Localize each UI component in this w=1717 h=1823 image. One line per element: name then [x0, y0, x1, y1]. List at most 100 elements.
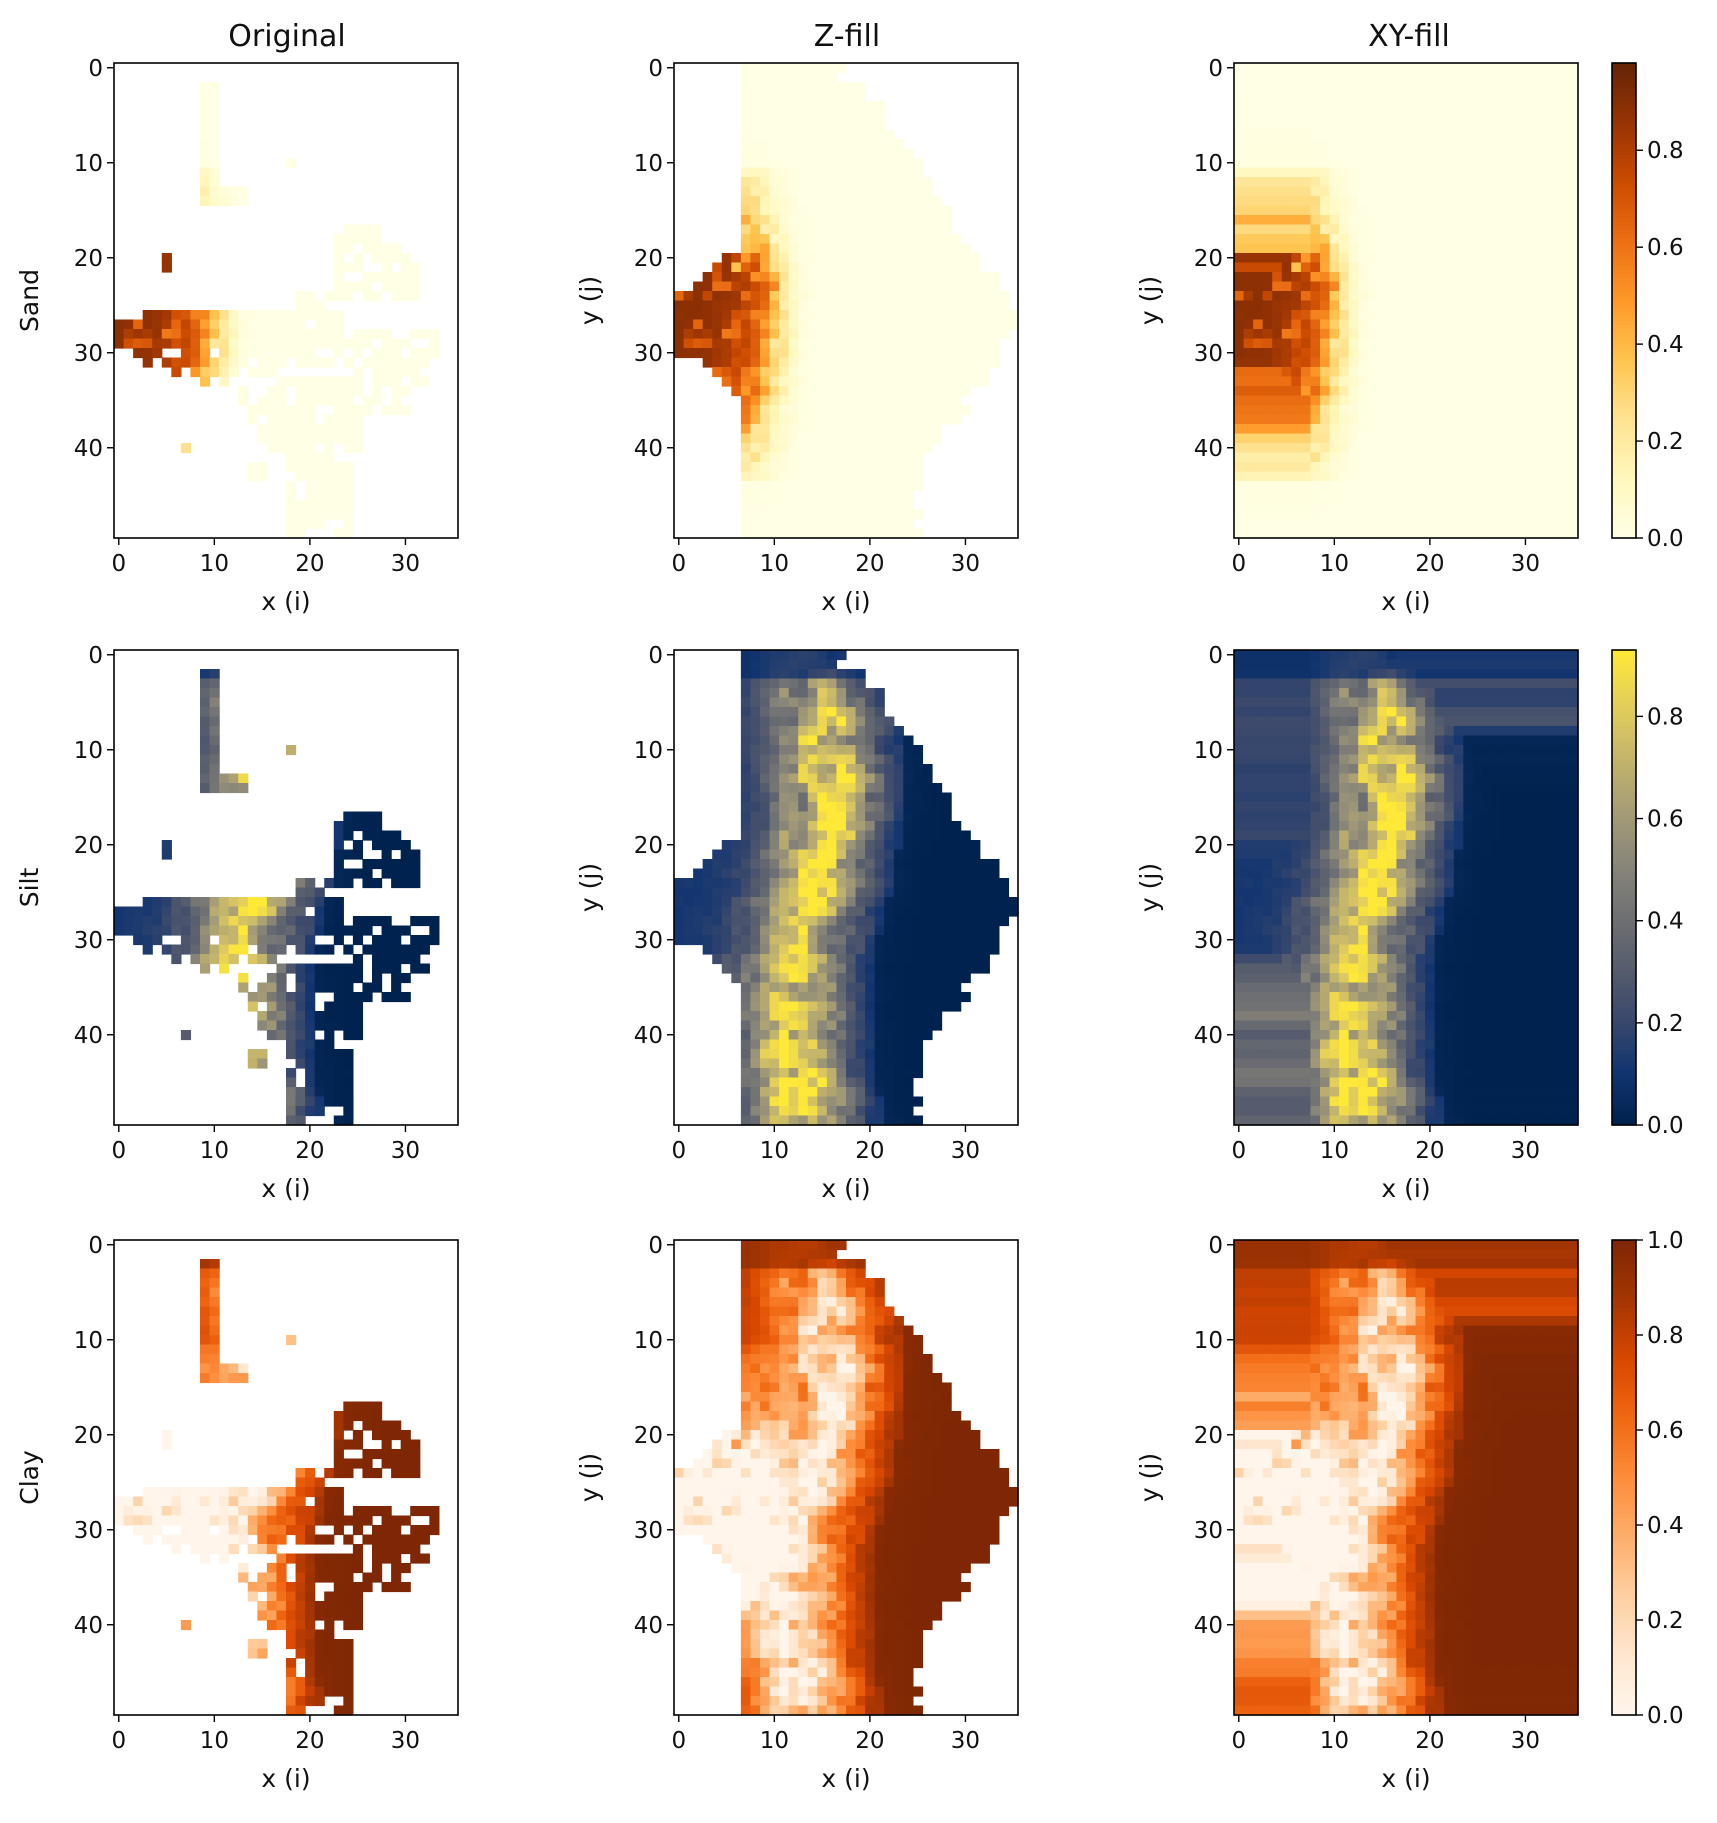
heatmap-cell — [1386, 319, 1398, 330]
heatmap-cell — [798, 101, 809, 112]
heatmap-cell — [1348, 139, 1359, 150]
heatmap-cell — [1281, 224, 1292, 235]
heatmap-cell — [1272, 519, 1283, 530]
heatmap-cell — [836, 357, 847, 368]
colorbar-segment — [1612, 348, 1636, 353]
heatmap-cell — [693, 300, 704, 311]
heatmap-cell — [884, 509, 895, 520]
heatmap-cell — [855, 1049, 866, 1060]
heatmap-cell — [769, 669, 780, 680]
heatmap-cell — [1348, 329, 1359, 340]
heatmap-cell — [903, 386, 914, 397]
heatmap-cell — [1396, 405, 1407, 416]
heatmap-cell — [305, 1020, 316, 1031]
heatmap-cell — [1492, 405, 1503, 416]
heatmap-cell — [760, 678, 771, 689]
heatmap-cell — [807, 414, 818, 425]
heatmap-cell — [970, 878, 981, 889]
heatmap-cell — [798, 348, 809, 359]
heatmap-cell — [1530, 177, 1541, 188]
heatmap-cell — [1549, 186, 1560, 197]
heatmap-cell — [200, 783, 211, 794]
heatmap-cell — [333, 424, 344, 435]
heatmap-cell — [1511, 319, 1522, 330]
heatmap-cell — [391, 963, 402, 974]
heatmap-cell — [740, 262, 752, 273]
heatmap-cell — [893, 1030, 904, 1041]
heatmap-cell — [683, 906, 694, 917]
heatmap-cell — [142, 338, 153, 349]
heatmap-cell — [960, 887, 971, 898]
heatmap-cell — [807, 697, 818, 708]
heatmap-cell — [286, 414, 297, 425]
heatmap-cell — [1568, 338, 1579, 349]
heatmap-cell — [903, 452, 914, 463]
colorbar-segment — [1612, 435, 1636, 440]
heatmap-cell — [1434, 376, 1445, 387]
heatmap-cell — [760, 650, 771, 661]
heatmap-cell — [922, 944, 933, 955]
heatmap-cell — [836, 726, 847, 737]
colorbar-segment — [1612, 470, 1636, 476]
heatmap-cell — [951, 935, 962, 946]
heatmap-cell — [779, 167, 790, 178]
heatmap-cell — [1358, 215, 1369, 226]
heatmap-cell — [343, 1068, 354, 1079]
heatmap-cell — [1329, 101, 1340, 112]
heatmap-cell — [1253, 348, 1264, 359]
heatmap-cell — [1377, 196, 1388, 207]
heatmap-cell — [190, 338, 201, 349]
heatmap-cell — [381, 272, 392, 283]
heatmap-cell — [769, 897, 780, 908]
heatmap-cell — [779, 726, 790, 737]
heatmap-cell — [846, 386, 857, 397]
heatmap-cell — [1253, 243, 1264, 254]
heatmap-cell — [1291, 300, 1302, 311]
heatmap-cell — [874, 186, 885, 197]
heatmap-cell — [740, 234, 752, 245]
heatmap-cell — [846, 82, 857, 93]
heatmap-cell — [855, 253, 866, 264]
heatmap-cell — [798, 1049, 809, 1060]
heatmap-cell — [1511, 281, 1522, 292]
heatmap-cell — [769, 433, 780, 444]
heatmap-cell — [855, 291, 866, 302]
heatmap-cell — [1539, 319, 1550, 330]
heatmap-cell — [1386, 528, 1398, 539]
heatmap-cell — [1367, 424, 1378, 435]
heatmap-cell — [769, 281, 780, 292]
heatmap-cell — [740, 253, 752, 264]
heatmap-cell — [912, 376, 924, 387]
heatmap-cell — [798, 992, 809, 1003]
heatmap-cell — [1367, 376, 1378, 387]
heatmap-cell — [932, 868, 943, 879]
heatmap-cell — [912, 944, 924, 955]
heatmap-cell — [238, 982, 249, 993]
heatmap-cell — [1463, 291, 1474, 302]
heatmap-cell — [1281, 215, 1292, 226]
heatmap-cell — [1434, 101, 1445, 112]
heatmap-cell — [846, 395, 857, 406]
heatmap-cell — [1281, 82, 1292, 93]
heatmap-cell — [855, 707, 866, 718]
heatmap-cell — [740, 792, 752, 803]
heatmap-cell — [1377, 338, 1388, 349]
heatmap-cell — [941, 215, 952, 226]
colorbar-segment — [1612, 221, 1636, 226]
heatmap-cell — [1434, 509, 1445, 520]
heatmap-cell — [760, 319, 771, 330]
heatmap-cell — [912, 754, 924, 765]
colorbar-segment — [1612, 256, 1636, 262]
heatmap-cell — [855, 821, 866, 832]
heatmap-cell — [779, 139, 790, 150]
heatmap-cell — [932, 215, 943, 226]
heatmap-cell — [836, 764, 847, 775]
heatmap-cell — [257, 935, 268, 946]
heatmap-cell — [807, 205, 818, 216]
heatmap-cell — [1358, 262, 1369, 273]
heatmap-cell — [855, 158, 866, 169]
heatmap-cell — [903, 215, 914, 226]
heatmap-cell — [1425, 129, 1436, 140]
heatmap-cell — [1348, 528, 1359, 539]
heatmap-cell — [209, 944, 220, 955]
